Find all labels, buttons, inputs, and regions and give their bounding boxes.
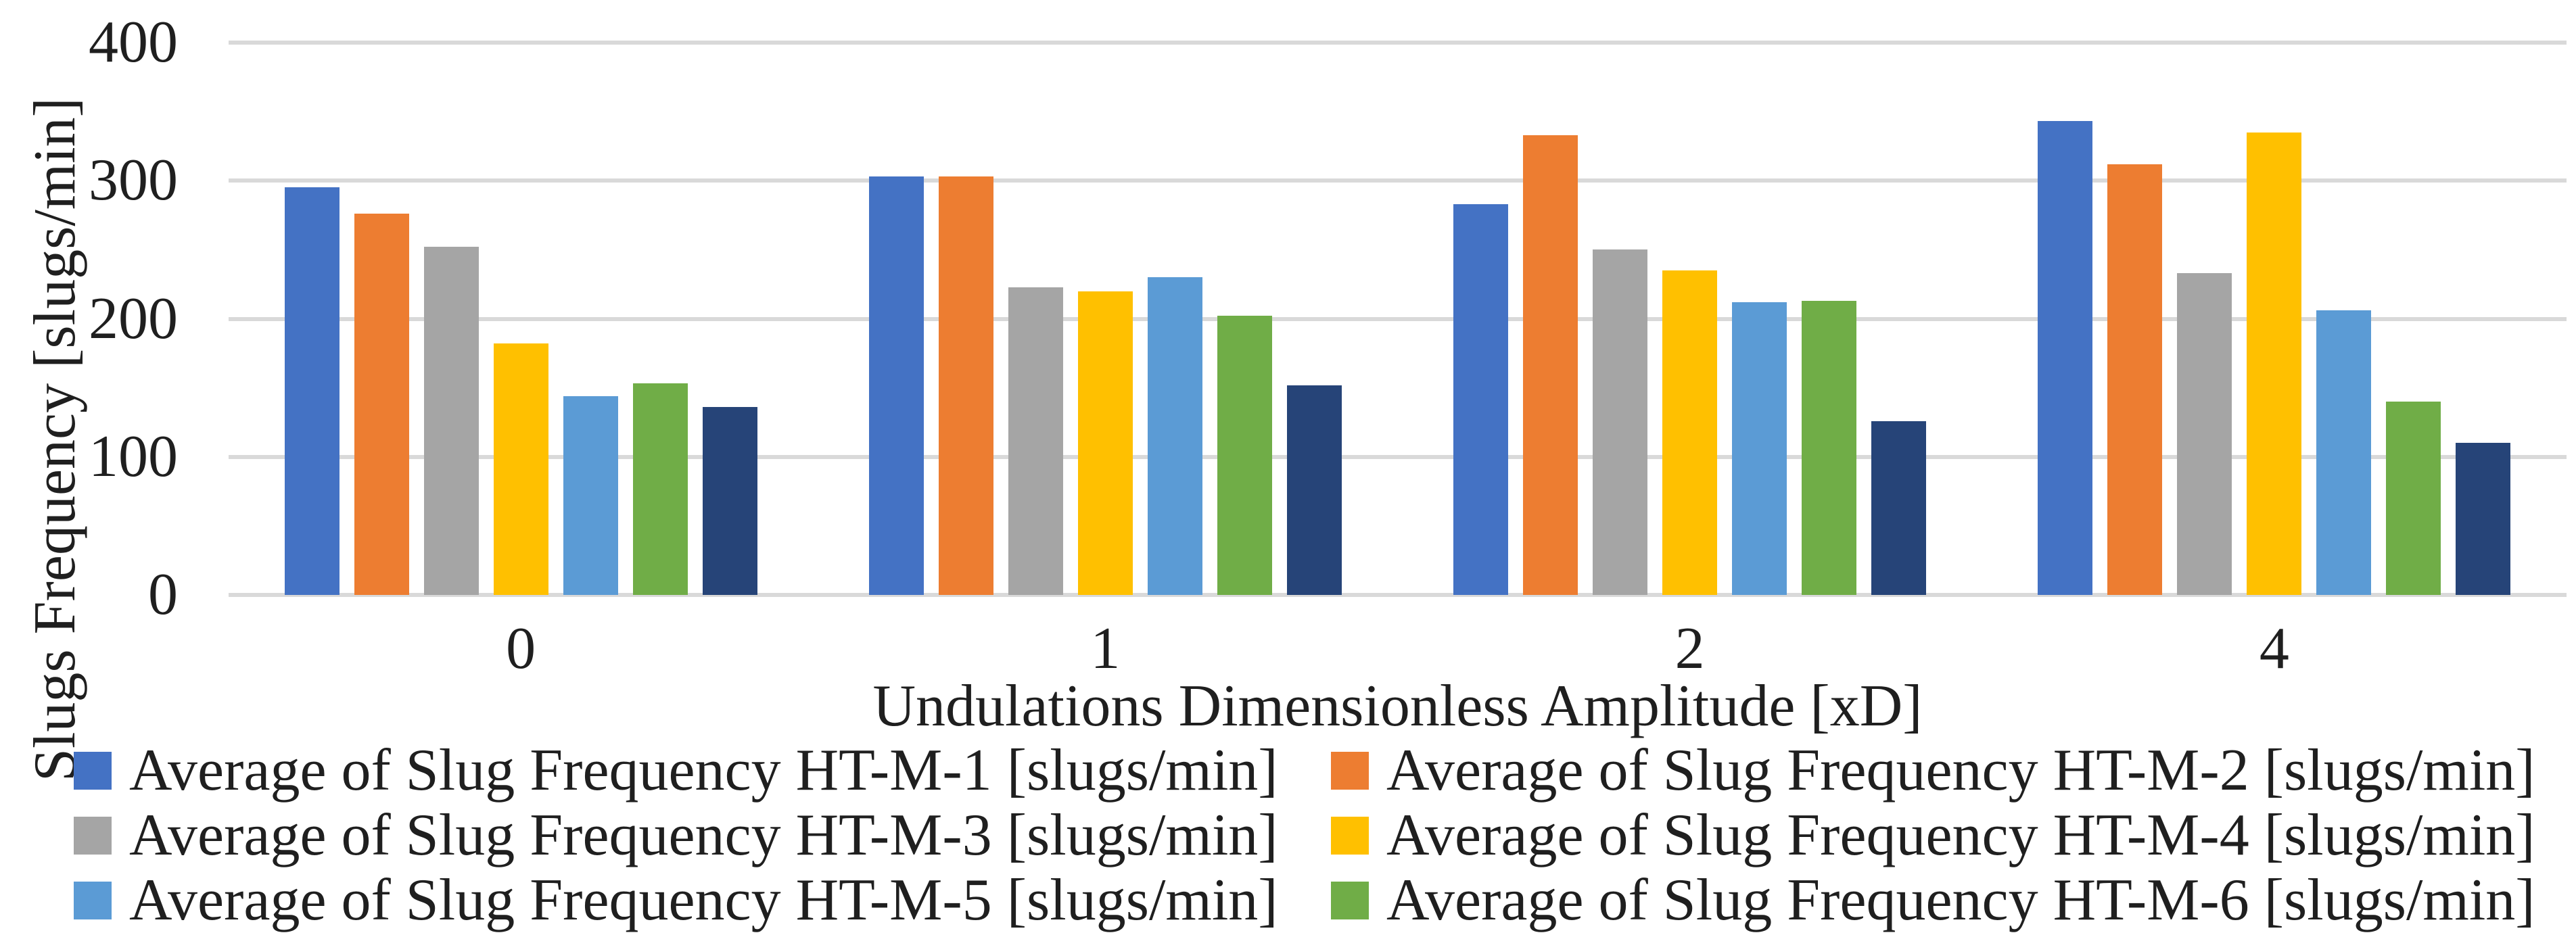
bar-series-7-cat-0	[702, 407, 757, 595]
bar-series-3-cat-2	[1593, 249, 1648, 595]
legend-item-3: Average of Slug Frequency HT-M-3 [slugs/…	[74, 803, 1278, 868]
bar-series-6-cat-0	[632, 383, 688, 595]
bar-series-5-cat-1	[1147, 277, 1202, 595]
legend-item-4: Average of Slug Frequency HT-M-4 [slugs/…	[1331, 803, 2535, 868]
legend-swatch-icon	[1331, 882, 1369, 919]
legend-item-5: Average of Slug Frequency HT-M-5 [slugs/…	[74, 868, 1278, 933]
legend-swatch-icon	[74, 752, 112, 790]
bar-series-3-cat-4	[2177, 273, 2232, 595]
x-tick-label-0: 0	[506, 616, 536, 681]
bar-series-1-cat-2	[1453, 203, 1509, 595]
legend-item-6: Average of Slug Frequency HT-M-6 [slugs/…	[1331, 868, 2535, 933]
bar-series-1-cat-1	[868, 176, 924, 595]
gridline-y-100	[229, 454, 2567, 459]
legend-label: Average of Slug Frequency HT-M-1 [slugs/…	[129, 738, 1278, 803]
bar-series-5-cat-2	[1732, 302, 1787, 595]
bar-series-2-cat-2	[1523, 135, 1578, 595]
bar-series-4-cat-0	[493, 343, 548, 595]
bar-series-3-cat-0	[423, 247, 479, 595]
gridline-y-200	[229, 316, 2567, 321]
y-tick-label-300: 300	[89, 147, 178, 214]
bar-series-7-cat-1	[1286, 385, 1342, 595]
bar-series-4-cat-1	[1077, 291, 1133, 595]
legend-label: Average of Slug Frequency HT-M-5 [slugs/…	[129, 867, 1278, 933]
bar-series-4-cat-4	[2247, 132, 2302, 595]
bar-series-6-cat-2	[1802, 300, 1857, 595]
y-tick-label-200: 200	[89, 285, 178, 352]
x-axis-title: Undulations Dimensionless Amplitude [xD]	[872, 673, 1923, 739]
gridline-y-400	[229, 41, 2567, 45]
gridline-y-300	[229, 178, 2567, 183]
legend-swatch-icon	[1331, 752, 1369, 790]
legend-label: Average of Slug Frequency HT-M-4 [slugs/…	[1386, 802, 2535, 868]
x-tick-label-4: 4	[2259, 616, 2289, 681]
bar-series-5-cat-4	[2316, 310, 2372, 595]
legend-item-1: Average of Slug Frequency HT-M-1 [slugs/…	[74, 738, 1278, 803]
bar-series-7-cat-2	[1871, 421, 1927, 595]
y-tick-label-0: 0	[148, 562, 178, 627]
bar-series-7-cat-4	[2456, 443, 2511, 595]
y-tick-label-100: 100	[89, 423, 178, 489]
legend-swatch-icon	[74, 882, 112, 919]
gridline-y-0	[229, 593, 2567, 597]
x-tick-label-2: 2	[1675, 616, 1705, 681]
legend-label: Average of Slug Frequency HT-M-2 [slugs/…	[1386, 738, 2535, 803]
y-tick-label-400: 400	[89, 9, 178, 75]
bar-series-2-cat-0	[354, 214, 409, 595]
bar-series-6-cat-4	[2386, 402, 2441, 595]
legend-item-2: Average of Slug Frequency HT-M-2 [slugs/…	[1331, 738, 2535, 803]
bar-series-2-cat-1	[938, 176, 993, 595]
legend-label: Average of Slug Frequency HT-M-3 [slugs/…	[129, 802, 1278, 868]
legend-swatch-icon	[74, 817, 112, 855]
x-tick-label-1: 1	[1090, 616, 1121, 681]
bar-series-1-cat-0	[284, 187, 339, 595]
legend-label: Average of Slug Frequency HT-M-6 [slugs/…	[1386, 867, 2535, 933]
bar-series-5-cat-0	[563, 395, 618, 595]
bar-series-1-cat-4	[2038, 121, 2093, 595]
bar-series-2-cat-4	[2107, 164, 2163, 595]
bar-series-4-cat-2	[1662, 270, 1718, 595]
legend-swatch-icon	[1331, 817, 1369, 855]
bar-series-3-cat-1	[1008, 287, 1063, 595]
bar-series-6-cat-1	[1217, 316, 1272, 595]
